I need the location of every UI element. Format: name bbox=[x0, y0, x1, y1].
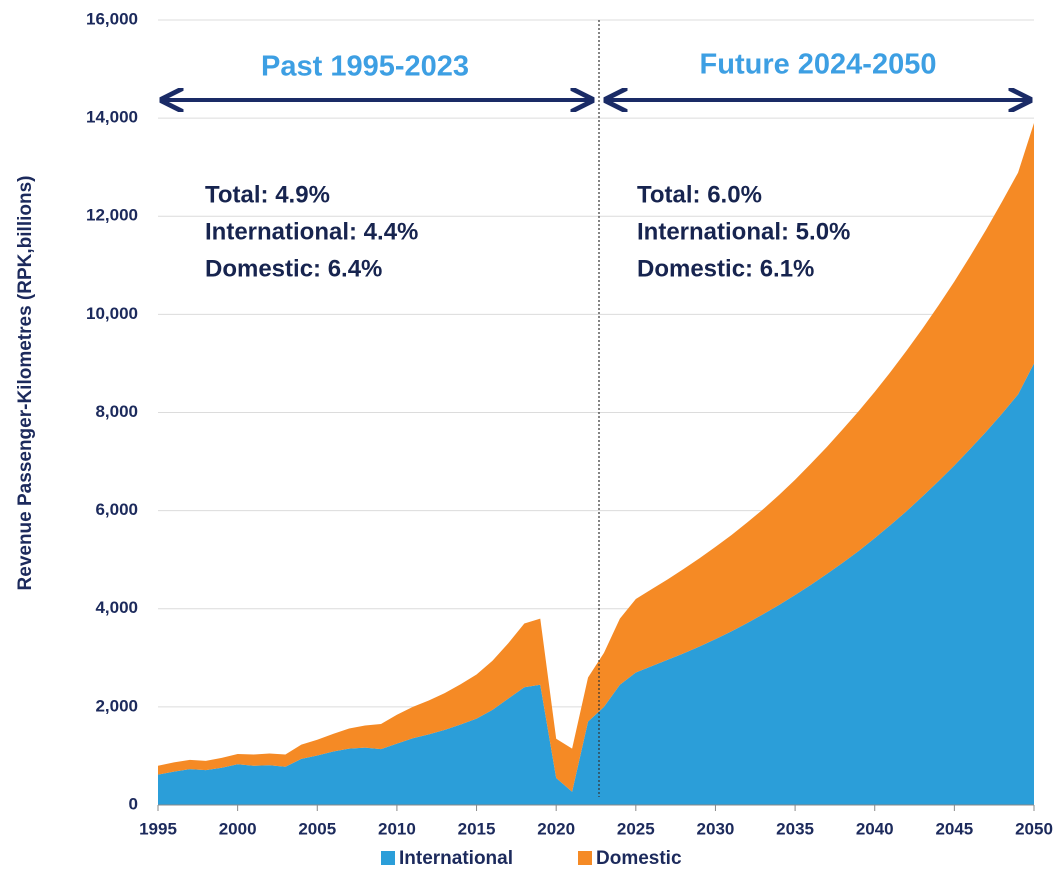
x-tick-label: 2000 bbox=[219, 819, 257, 838]
y-axis-label: Revenue Passenger-Kilometres (RPK,billio… bbox=[15, 176, 36, 591]
x-tick-label: 2025 bbox=[617, 819, 655, 838]
y-tick-label: 14,000 bbox=[86, 108, 138, 127]
y-tick-label: 12,000 bbox=[86, 206, 138, 225]
area bbox=[158, 363, 1034, 805]
areas bbox=[158, 123, 1034, 805]
note: Domestic: 6.1% bbox=[637, 255, 814, 282]
annotation: Future 2024-2050 bbox=[700, 49, 937, 81]
y-tick-label: 10,000 bbox=[86, 304, 138, 323]
area bbox=[158, 123, 1034, 792]
x-tick-label: 1995 bbox=[139, 819, 177, 838]
legend-swatch bbox=[578, 851, 592, 865]
note: Total: 6.0% bbox=[637, 181, 762, 208]
y-tick-label: 0 bbox=[129, 794, 138, 813]
y-tick-label: 8,000 bbox=[95, 402, 138, 421]
legend-label: International bbox=[399, 848, 513, 869]
x-tick-label: 2035 bbox=[776, 819, 814, 838]
note: International: 5.0% bbox=[637, 218, 850, 245]
legend-swatch bbox=[381, 851, 395, 865]
y-tick-label: 2,000 bbox=[95, 696, 138, 715]
x-tick-label: 2020 bbox=[537, 819, 575, 838]
x-tick-label: 2030 bbox=[697, 819, 735, 838]
legend-label: Domestic bbox=[596, 848, 682, 869]
x-tick-label: 2010 bbox=[378, 819, 416, 838]
note: Domestic: 6.4% bbox=[205, 255, 382, 282]
y-tick-label: 6,000 bbox=[95, 500, 138, 519]
x-tick-label: 2050 bbox=[1015, 819, 1053, 838]
y-tick-label: 16,000 bbox=[86, 9, 138, 28]
annotation: Past 1995-2023 bbox=[261, 51, 469, 83]
x-tick-label: 2005 bbox=[298, 819, 336, 838]
x-tick-label: 2040 bbox=[856, 819, 894, 838]
x-tick-label: 2045 bbox=[935, 819, 973, 838]
grid bbox=[158, 19, 1034, 806]
x-tick-label: 2015 bbox=[458, 819, 496, 838]
y-tick-label: 4,000 bbox=[95, 598, 138, 617]
note: Total: 4.9% bbox=[205, 181, 330, 208]
note: International: 4.4% bbox=[205, 218, 418, 245]
